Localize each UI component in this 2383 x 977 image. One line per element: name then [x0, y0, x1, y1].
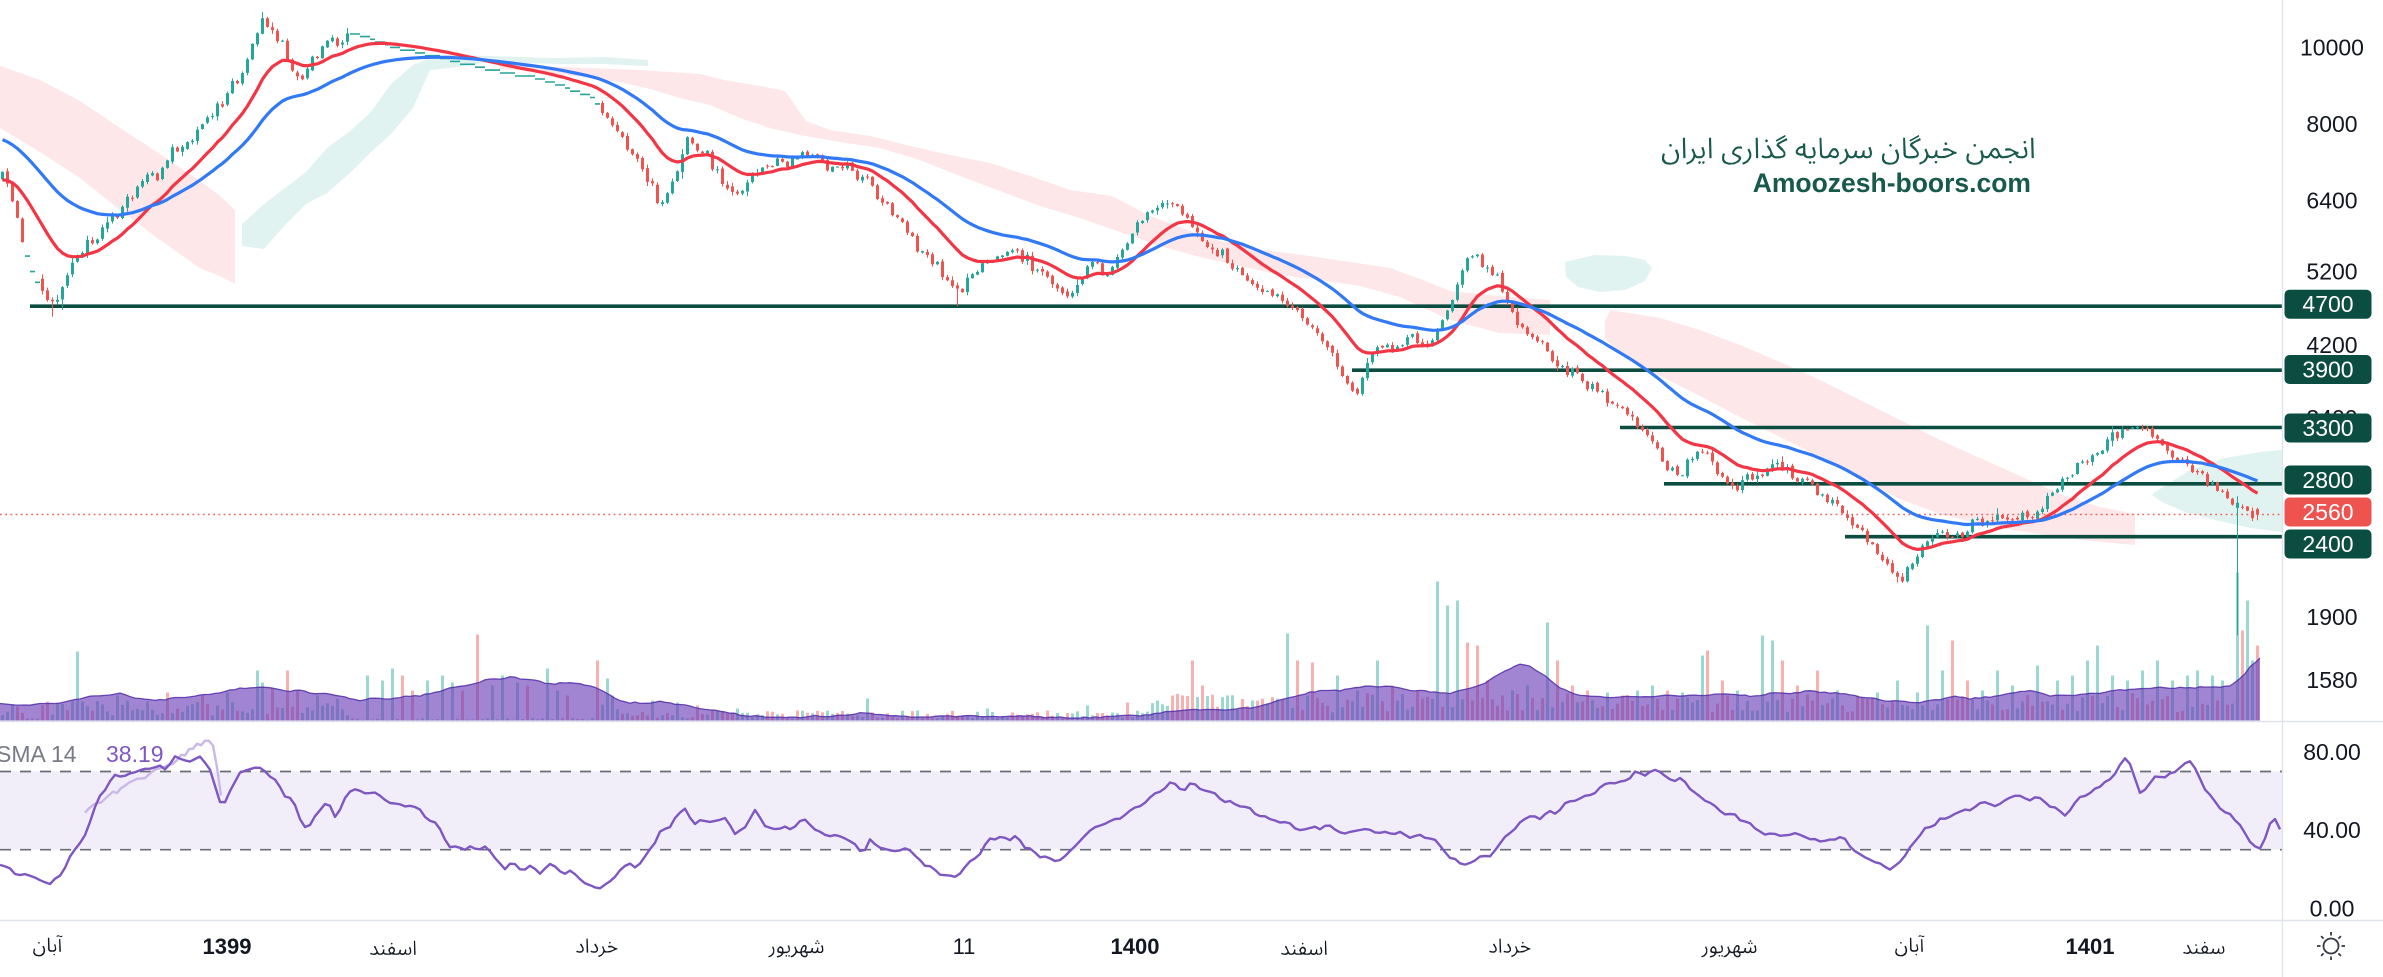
svg-text:SMA 14: SMA 14 — [0, 741, 77, 767]
svg-text:2800: 2800 — [2302, 467, 2353, 493]
svg-text:1580: 1580 — [2306, 667, 2357, 693]
svg-text:2400: 2400 — [2302, 531, 2353, 557]
svg-text:2560: 2560 — [2302, 499, 2353, 525]
svg-text:1400: 1400 — [1111, 934, 1160, 959]
svg-text:3900: 3900 — [2302, 357, 2353, 383]
svg-text:38.19: 38.19 — [106, 741, 164, 767]
svg-text:3300: 3300 — [2302, 415, 2353, 441]
svg-text:4200: 4200 — [2306, 332, 2357, 358]
svg-text:1401: 1401 — [2066, 934, 2115, 959]
svg-text:80.00: 80.00 — [2303, 739, 2361, 765]
svg-text:Amoozesh-boors.com: Amoozesh-boors.com — [1753, 168, 2031, 198]
svg-text:1900: 1900 — [2306, 604, 2357, 630]
svg-text:11: 11 — [953, 934, 976, 959]
svg-text:40.00: 40.00 — [2303, 817, 2361, 843]
svg-text:4700: 4700 — [2302, 291, 2353, 317]
svg-text:1399: 1399 — [203, 934, 252, 959]
svg-text:5200: 5200 — [2306, 259, 2357, 285]
svg-text:0.00: 0.00 — [2310, 895, 2355, 921]
svg-text:10000: 10000 — [2300, 34, 2364, 60]
svg-text:8000: 8000 — [2306, 111, 2357, 137]
svg-text:6400: 6400 — [2306, 187, 2357, 213]
